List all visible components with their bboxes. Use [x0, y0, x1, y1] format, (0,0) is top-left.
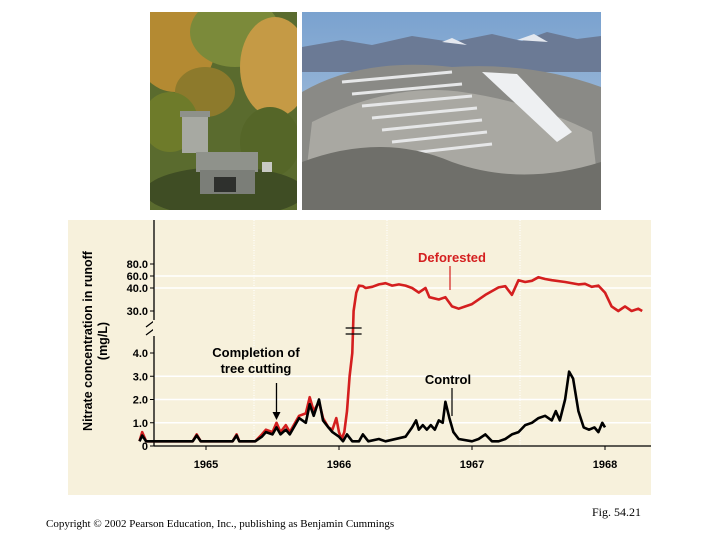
series-line-control	[138, 370, 607, 443]
x-tick-label-0: 1965	[194, 459, 218, 471]
y-tick-label-lower-0: 0	[142, 441, 148, 453]
y-tick-label-upper-2: 60.0	[127, 271, 148, 283]
y-tick-label-lower-4: 4.0	[133, 348, 148, 360]
copyright-text: Copyright © 2002 Pearson Education, Inc.…	[46, 518, 395, 530]
figure-label: Fig. 54.21	[592, 505, 642, 519]
y-tick-label-upper-1: 40.0	[127, 283, 148, 295]
annotation-arrow-head	[272, 412, 281, 420]
x-tick-label-1: 1966	[327, 459, 351, 471]
y-tick-label-lower-2: 2.0	[133, 395, 148, 407]
y-axis-label: Nitrate concentration in runoff (mg/L)	[72, 228, 120, 453]
deforested-valley-photo	[302, 12, 601, 210]
y-tick-label-lower-3: 3.0	[133, 371, 148, 383]
nitrate-chart: 0 1.0 2.0 3.0 4.0 30.0 40.0 60.0 80.0 1965 1966 196…	[68, 220, 651, 495]
forest-gauging-station-photo	[150, 12, 297, 210]
series-line-deforested	[138, 275, 643, 443]
annotation-line-0: Completion of	[212, 345, 300, 360]
y-tick-label-lower-1: 1.0	[133, 418, 148, 430]
y-axis-label-line-2: (mg/L)	[96, 321, 110, 360]
x-tick-label-3: 1968	[593, 459, 617, 471]
y-axis-break-mark	[145, 320, 155, 336]
y-tick-label-upper-3: 80.0	[127, 259, 148, 271]
y-axis-break-gap	[153, 320, 156, 336]
y-tick-label-upper-0: 30.0	[127, 306, 148, 318]
y-axis-label-line-1: Nitrate concentration in runoff	[81, 250, 95, 431]
series-label-control: Control	[425, 372, 471, 387]
series-break-mark	[345, 327, 362, 335]
series-label-deforested: Deforested	[418, 250, 486, 265]
x-tick-label-2: 1967	[460, 459, 484, 471]
annotation-line-1: tree cutting	[221, 361, 292, 376]
